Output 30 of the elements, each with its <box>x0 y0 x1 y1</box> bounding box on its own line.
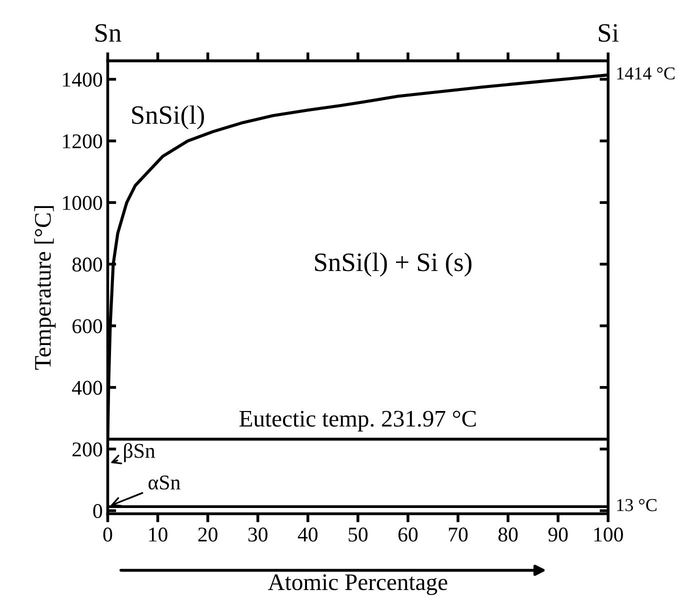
text: Sn <box>96 24 122 42</box>
y-tick-label: 600 <box>72 319 102 334</box>
x-tick-label: 50 <box>348 528 368 542</box>
x-tick-label: 70 <box>448 528 468 542</box>
y-tick-label: 800 <box>72 258 102 272</box>
x-tick-label: 90 <box>548 528 568 542</box>
y-axis-title: Temperature [°C] <box>34 206 56 370</box>
y-tick-label: 200 <box>72 442 102 456</box>
x-axis-title: Atomic Percentage <box>268 574 448 596</box>
annotation: SnSi(l) + Si (s) <box>315 252 472 277</box>
annotation: αSn <box>148 476 180 490</box>
y-tick-label: 0 <box>93 504 102 518</box>
annotation: βSn <box>124 443 156 462</box>
y-tick-label: 1200 <box>63 134 102 148</box>
x-tick-label: 20 <box>198 528 218 542</box>
y-tick-label: 400 <box>72 380 102 395</box>
y-tick-label: 1000 <box>63 196 102 210</box>
x-tick-label: 0 <box>103 528 112 542</box>
annotation: 1414 °C <box>617 67 675 80</box>
text: Si <box>598 24 619 42</box>
x-tick-label: 40 <box>298 528 318 542</box>
ref-line-label: 13 °C <box>617 499 656 512</box>
y-tick-label: 1400 <box>63 72 102 87</box>
x-tick-label: 10 <box>149 528 168 542</box>
x-tick-label: 60 <box>398 528 418 542</box>
ref-line-label: Eutectic temp. 231.97 °C <box>239 410 476 432</box>
x-tick-label: 30 <box>248 528 268 542</box>
annotation: SnSi(l) <box>132 105 204 130</box>
x-tick-label: 100 <box>594 528 623 542</box>
x-tick-label: 80 <box>498 528 518 542</box>
